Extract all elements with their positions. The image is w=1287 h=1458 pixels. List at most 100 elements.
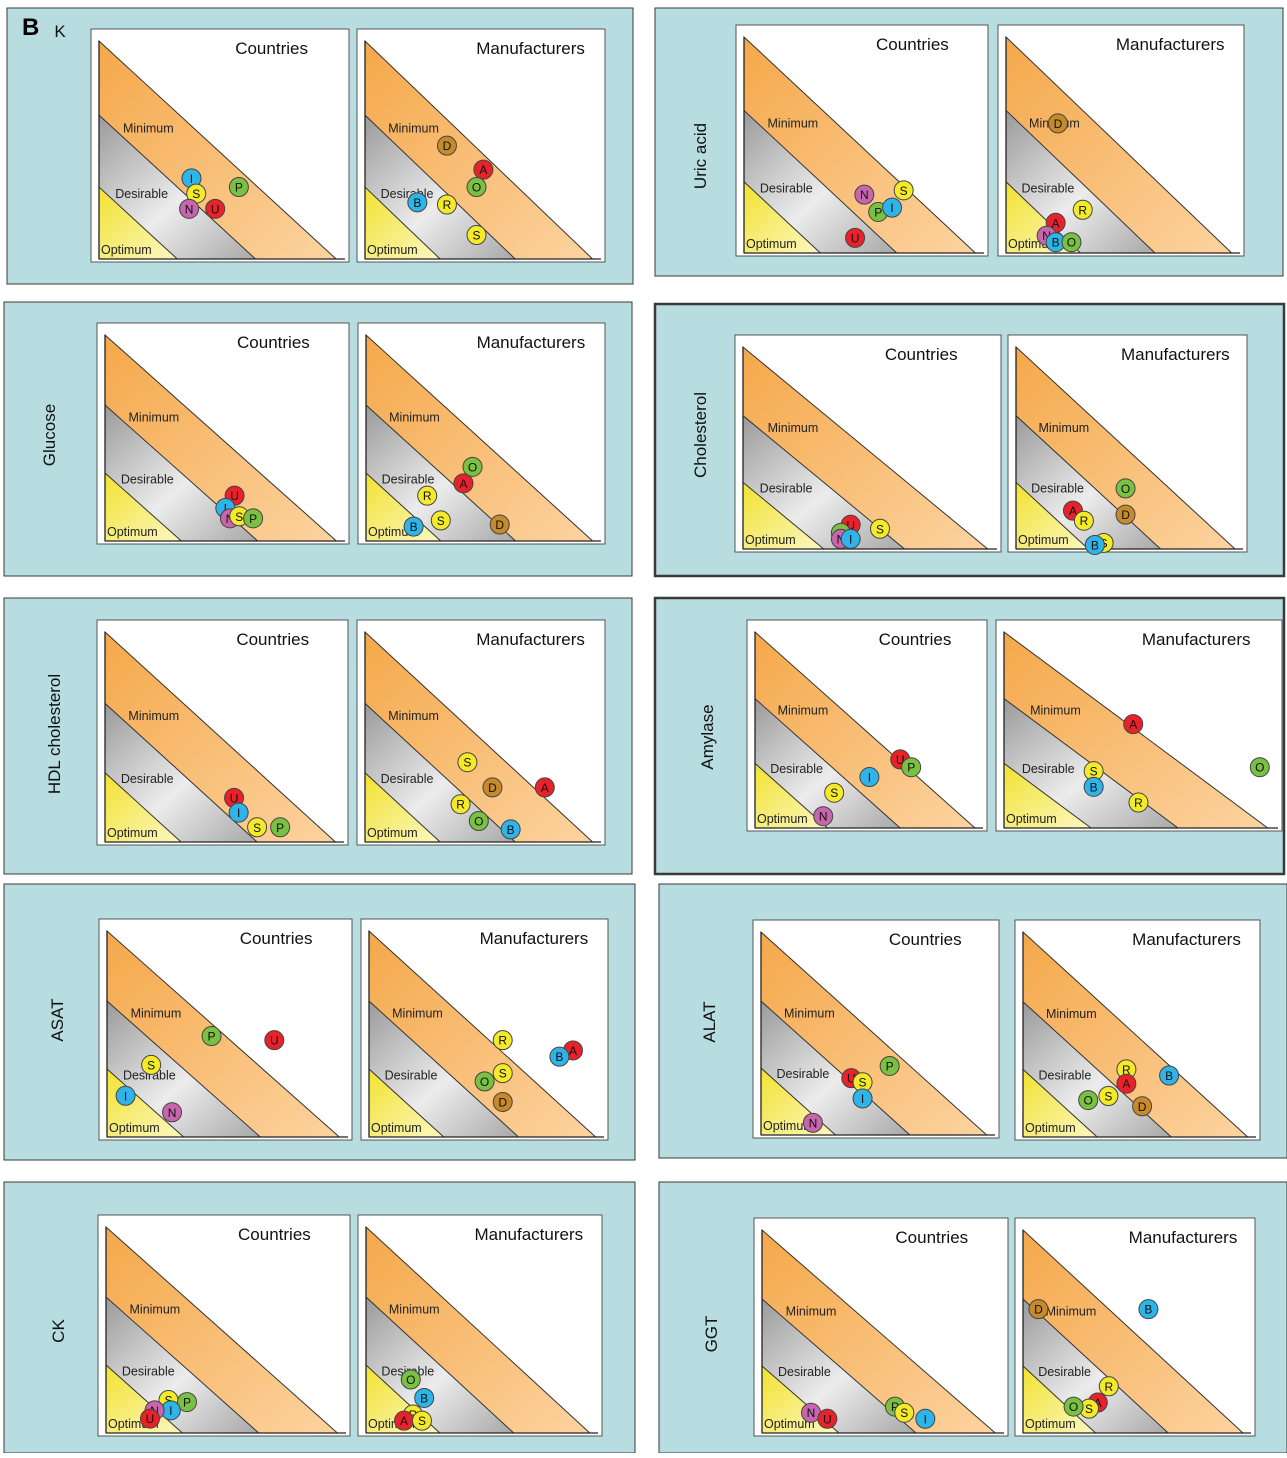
panel-amylase: Amylase Countries Minimum Desirable Optimum U…: [653, 596, 1286, 876]
zone-label-optimum: Optimum: [107, 826, 158, 840]
point-label: D: [1034, 1303, 1043, 1317]
zone-label-optimum: Optimum: [109, 1121, 160, 1135]
zone-label-desirable: Desirable: [1038, 1365, 1091, 1379]
subplot-manufacturers: Manufacturers Minimum Desirable Optimum S D A R…: [356, 619, 606, 846]
point-S: [1098, 1086, 1119, 1106]
zone-label-desirable: Desirable: [1022, 762, 1075, 776]
zone-label-minimum: Minimum: [128, 709, 179, 723]
point-N: [813, 806, 834, 827]
subplot-manufacturers: ManufacturersMinimumDesirableOptimumOBRA…: [357, 1214, 603, 1437]
point-S: [894, 1402, 915, 1423]
zone-label-desirable: Desirable: [778, 1365, 831, 1379]
point-label: B: [413, 196, 421, 210]
point-R: [1072, 199, 1093, 220]
panel-ck: CKCountriesMinimumDesirableOptimumSPINUM…: [3, 1181, 636, 1454]
point-label: S: [900, 1406, 908, 1420]
analyte-label: Cholesterol: [691, 392, 710, 478]
subplot-title: Manufacturers: [1121, 345, 1230, 364]
subplot-countries: Countries Minimum Desirable Optimum UIS P: [96, 619, 349, 846]
point-label: N: [807, 1406, 816, 1420]
point-label: O: [1121, 482, 1130, 496]
point-P: [176, 1392, 197, 1413]
point-label: U: [896, 753, 905, 767]
subplot-manufacturers: ManufacturersMinimumDesirableOptimumDRAN…: [997, 24, 1245, 257]
point-label: R: [1078, 203, 1087, 217]
point-I: [882, 197, 903, 218]
zone-label-optimum: Optimum: [371, 1121, 422, 1135]
zone-label-optimum: Optimum: [1025, 1417, 1076, 1431]
subplot-title: Manufacturers: [474, 1225, 583, 1244]
point-label: R: [1134, 796, 1143, 810]
point-U: [817, 1408, 838, 1429]
subplot-title: Manufacturers: [476, 39, 585, 58]
point-label: I: [924, 1412, 927, 1426]
zone-label-desirable: Desirable: [1031, 481, 1084, 495]
point-B: [403, 516, 424, 537]
analyte-label: ALAT: [700, 1001, 719, 1042]
zone-label-minimum: Minimum: [1046, 1304, 1097, 1318]
analyte-label: K: [54, 22, 66, 41]
point-label: B: [1090, 780, 1098, 794]
subplot-countries: CountriesMinimumDesirableOptimumUINSP: [96, 322, 350, 545]
point-label: S: [235, 510, 243, 524]
point-label: A: [400, 1414, 408, 1428]
zone-label-optimum: Optimum: [746, 237, 797, 251]
point-label: U: [270, 1034, 279, 1048]
point-label: A: [459, 477, 467, 491]
point-O: [400, 1369, 421, 1390]
point-label: S: [147, 1058, 155, 1072]
zone-label-desirable: Desirable: [115, 187, 168, 201]
point-label: R: [423, 489, 432, 503]
point-O: [468, 811, 489, 831]
point-label: I: [868, 771, 871, 785]
zone-label-minimum: Minimum: [129, 411, 180, 425]
zone-label-optimum: Optimum: [1025, 1121, 1076, 1135]
zone-label-minimum: Minimum: [131, 1007, 182, 1021]
subplot-title: Manufacturers: [1116, 35, 1225, 54]
subplot-manufacturers: ManufacturersMinimumDesirableOptimumOARS…: [357, 322, 606, 545]
point-B: [1159, 1065, 1180, 1086]
zone-label-optimum: Optimum: [101, 243, 152, 257]
point-I: [228, 802, 249, 823]
point-R: [1073, 510, 1094, 531]
point-O: [462, 456, 483, 477]
analyte-label: ASAT: [48, 998, 67, 1041]
point-O: [1249, 757, 1270, 778]
point-label: O: [1255, 761, 1264, 775]
point-I: [915, 1408, 936, 1429]
point-label: U: [823, 1412, 832, 1426]
subplot-title: Manufacturers: [480, 929, 589, 948]
point-B: [549, 1046, 570, 1067]
zone-label-minimum: Minimum: [392, 1007, 443, 1021]
point-B: [500, 819, 521, 840]
zone-label-minimum: Minimum: [784, 1006, 835, 1020]
point-label: N: [819, 810, 828, 824]
zone-label-minimum: Minimum: [786, 1304, 837, 1318]
point-label: R: [456, 798, 465, 812]
point-label: N: [860, 188, 869, 202]
subplot-countries: Countries Minimum Desirable Optimum P S I N U: [753, 1217, 1009, 1437]
point-O: [474, 1071, 495, 1092]
point-label: A: [1052, 216, 1060, 230]
subplot-manufacturers: Manufacturers Minimum Desirable Optimum A O SB…: [995, 619, 1283, 832]
point-O: [1063, 1396, 1084, 1417]
point-label: D: [498, 1095, 507, 1109]
point-S: [411, 1410, 432, 1431]
zone-label-desirable: Desirable: [382, 472, 435, 486]
point-label: S: [418, 1414, 426, 1428]
point-label: N: [809, 1116, 818, 1130]
point-label: S: [859, 1076, 867, 1090]
zone-label-optimum: Optimum: [1006, 812, 1057, 826]
point-label: O: [1067, 236, 1076, 250]
zone-label-minimum: Minimum: [389, 1303, 440, 1317]
point-label: R: [1104, 1380, 1113, 1394]
point-label: P: [886, 1059, 894, 1073]
zone-label-minimum: Minimum: [389, 411, 440, 425]
point-U: [845, 227, 866, 248]
point-label: D: [1121, 508, 1130, 522]
zone-label-minimum: Minimum: [768, 117, 819, 131]
point-label: S: [437, 514, 445, 528]
point-label: S: [1104, 1090, 1112, 1104]
subplot-manufacturers: ManufacturersMinimumDesirableOptimumDAOB…: [356, 28, 606, 263]
